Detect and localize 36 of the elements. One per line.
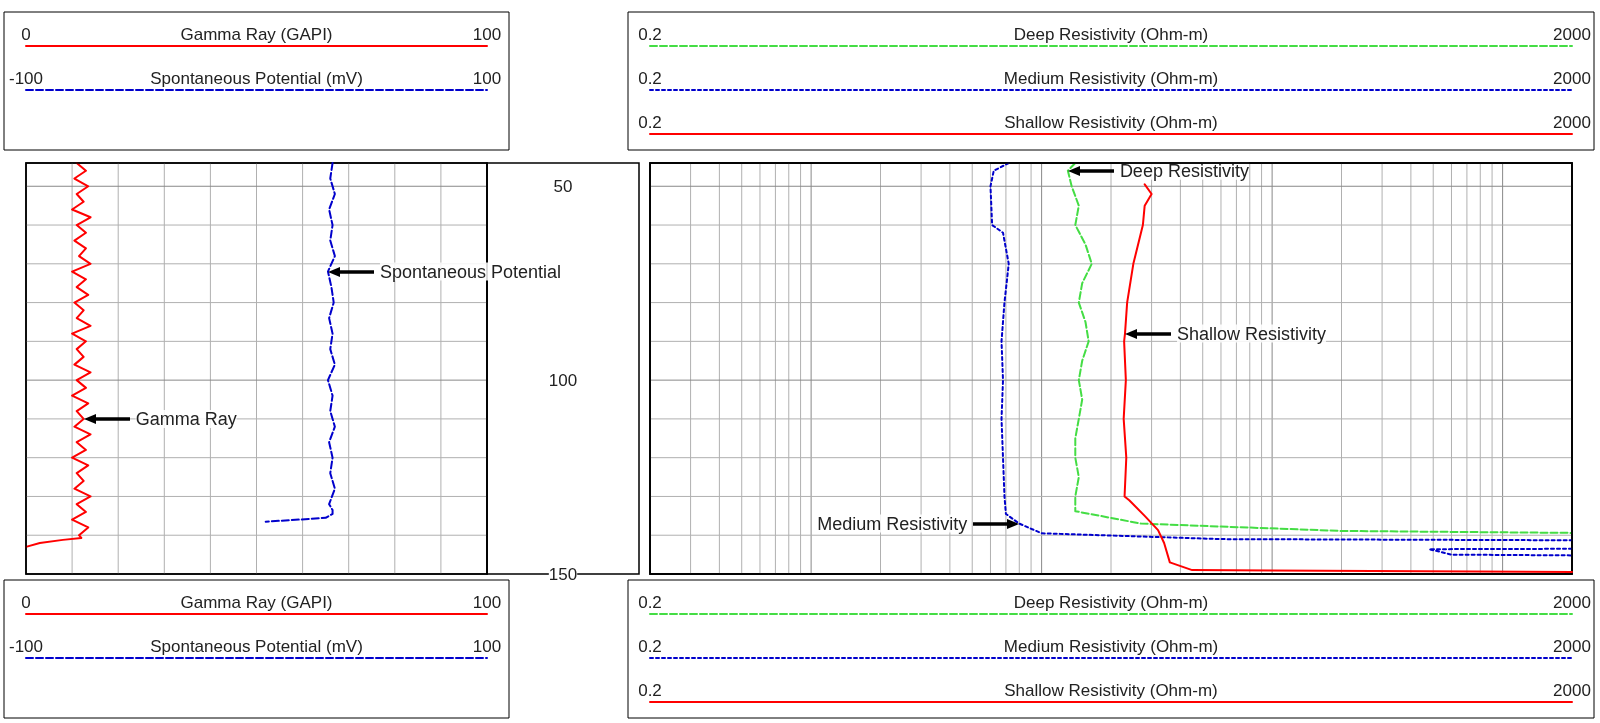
annotation: Medium Resistivity (817, 513, 968, 534)
x2-tick-label: 0.2 (638, 24, 662, 44)
x2-axis-title: Medium Resistivity (Ohm-m) (1003, 636, 1219, 656)
x-tick-label: 0 (21, 592, 31, 612)
x-tick-label: 2000 (1553, 636, 1591, 656)
annotation: Gamma Ray (135, 408, 237, 429)
x2-tick-label: 2000 (1553, 24, 1591, 44)
x-tick-label: -100 (8, 636, 44, 656)
x-tick-label: 0.2 (638, 636, 662, 656)
x2-tick-label: 100 (472, 24, 502, 44)
annotation: Deep Resistivity (1119, 160, 1249, 181)
x-tick-label: 2000 (1553, 592, 1591, 612)
y-tick-label: 50 (553, 176, 573, 196)
x-tick-label: 100 (472, 592, 502, 612)
x2-axis-title: Shallow Resistivity (Ohm-m) (1004, 680, 1218, 700)
x2-axis-title: Deep Resistivity (Ohm-m) (1013, 592, 1209, 612)
x-axis-title: Spontaneous Potential (mV) (150, 68, 363, 88)
annotation: Shallow Resistivity (1176, 323, 1327, 344)
x2-axis-title: Spontaneous Potential (mV) (150, 636, 363, 656)
x2-tick-label: 2000 (1553, 68, 1591, 88)
y-tick-label: 100 (548, 370, 578, 390)
annotation: Spontaneous Potential (379, 261, 562, 282)
x-axis-title: Medium Resistivity (Ohm-m) (1003, 68, 1219, 88)
x2-axis-title: Gamma Ray (GAPI) (180, 592, 333, 612)
y-tick-label: 150 (548, 564, 578, 584)
x2-tick-label: 100 (472, 68, 502, 88)
x2-tick-label: 0.2 (638, 68, 662, 88)
x2-tick-label: 0 (21, 24, 31, 44)
x-tick-label: 0.2 (638, 592, 662, 612)
x2-tick-label: 0.2 (638, 680, 662, 700)
x-axis-title: Deep Resistivity (Ohm-m) (1013, 24, 1209, 44)
x-axis-title: Shallow Resistivity (Ohm-m) (1004, 112, 1218, 132)
x2-tick-label: -100 (8, 68, 44, 88)
x2-tick-label: 2000 (1553, 680, 1591, 700)
x-axis-title: Gamma Ray (GAPI) (180, 24, 333, 44)
x-tick-label: 100 (472, 636, 502, 656)
